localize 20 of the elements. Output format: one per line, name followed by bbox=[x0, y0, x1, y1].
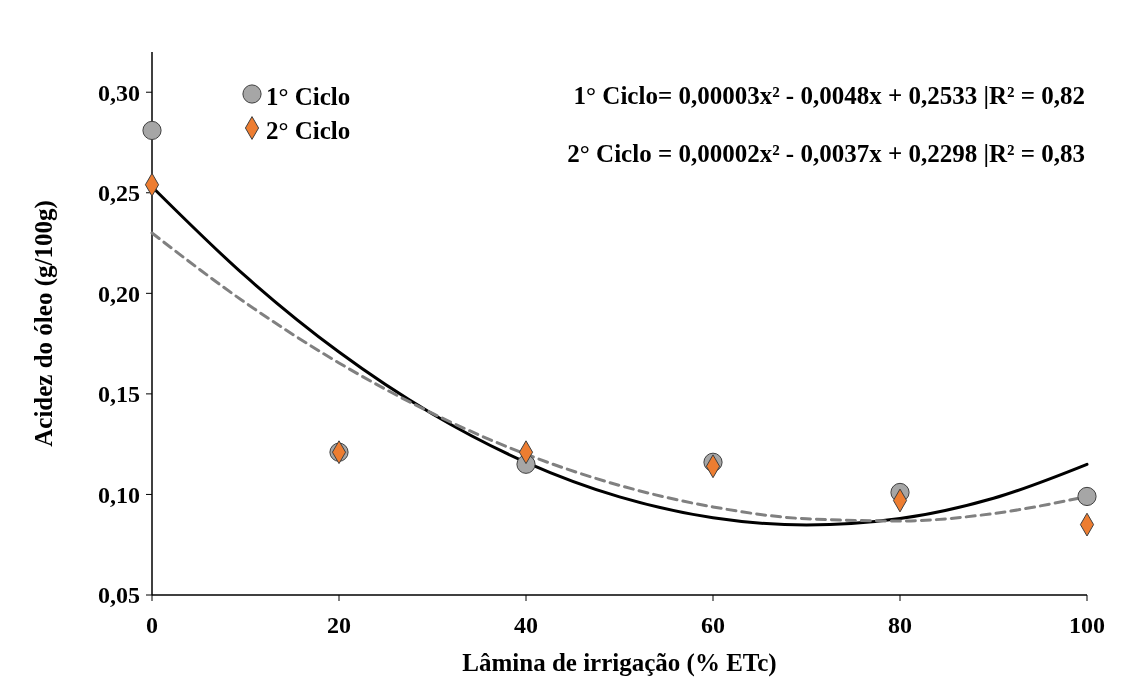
y-tick-label: 0,30 bbox=[98, 79, 140, 106]
annotation: 2° Ciclo = 0,00002x² - 0,0037x + 0,2298 |R² = 0,83 bbox=[567, 140, 1085, 167]
point bbox=[1077, 486, 1097, 507]
x-tick-label: 20 bbox=[327, 612, 351, 638]
y-axis-title: Acidez do óleo (g/100g) bbox=[30, 200, 58, 447]
x-tick-label: 60 bbox=[701, 612, 725, 638]
y-tick-label: 0,10 bbox=[98, 481, 140, 508]
x-tick-label: 40 bbox=[514, 612, 538, 638]
x-tick-label: 100 bbox=[1069, 612, 1105, 638]
x-tick-label: 80 bbox=[888, 612, 912, 638]
y-tick-label: 0,15 bbox=[98, 381, 140, 408]
annotation: 1° Ciclo= 0,00003x² - 0,0048x + 0,2533 |R² = 0,82 bbox=[573, 82, 1085, 109]
x-tick-label: 0 bbox=[146, 612, 158, 638]
y-tick-label: 0,25 bbox=[98, 180, 140, 207]
legend-label: 1° Ciclo bbox=[266, 82, 351, 110]
point bbox=[142, 120, 162, 141]
x-axis-title: Lâmina de irrigação (% ETc) bbox=[462, 649, 777, 677]
legend-label: 2° Ciclo bbox=[266, 116, 351, 144]
y-tick-label: 0,05 bbox=[98, 582, 140, 609]
y-tick-label: 0,20 bbox=[98, 280, 140, 307]
